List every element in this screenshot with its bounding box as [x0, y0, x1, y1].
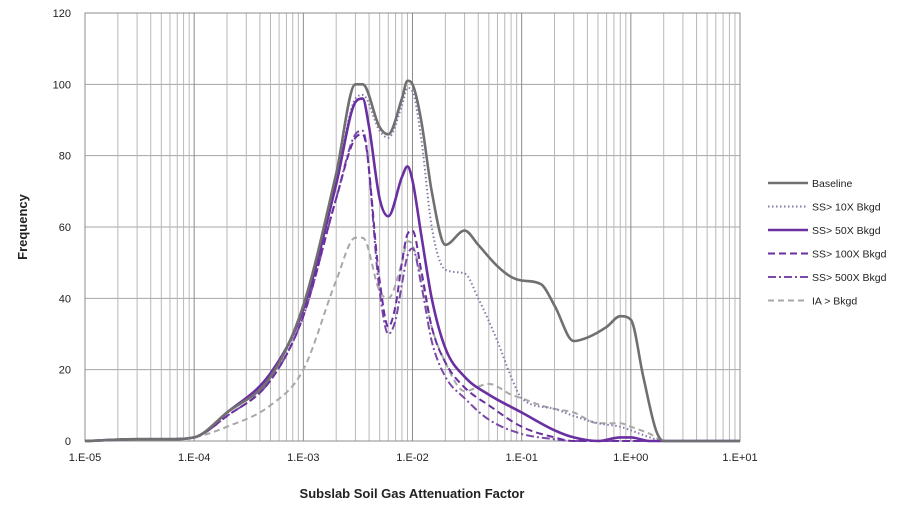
y-axis-title: Frequency	[15, 193, 30, 260]
series-line-3	[84, 97, 740, 443]
series-line-6	[84, 236, 740, 443]
legend-label: Baseline	[812, 178, 852, 190]
legend-label: SS> 50X Bkgd	[812, 225, 881, 237]
y-tick-label: 40	[59, 293, 71, 305]
series-layer	[84, 79, 740, 443]
grid	[84, 12, 740, 442]
y-tick-label: 20	[59, 365, 71, 377]
x-tick-label: 1.E+00	[613, 452, 648, 464]
x-tick-labels: 1.E-05 1.E-04 1.E-03 1.E-02 1.E-01 1.E+00 1.E+…	[69, 452, 758, 464]
x-tick-label: 1.E-04	[178, 452, 210, 464]
legend-label: SS> 10X Bkgd	[812, 202, 881, 214]
y-tick-label: 0	[65, 436, 71, 448]
x-tick-label: 1.E+01	[722, 452, 757, 464]
series-line-1	[84, 79, 740, 443]
legend-label: IA > Bkgd	[812, 296, 857, 308]
x-tick-label: 1.E-01	[505, 452, 537, 464]
x-tick-label: 1.E-05	[69, 452, 101, 464]
series-line-4	[84, 133, 740, 443]
y-tick-label: 60	[59, 222, 71, 234]
x-axis-title: Subslab Soil Gas Attenuation Factor	[300, 486, 525, 501]
legend: Baseline SS> 10X Bkgd SS> 50X Bkgd SS> 100X…	[768, 178, 887, 308]
legend-label: SS> 500X Bkgd	[812, 272, 887, 284]
plot-border	[84, 12, 741, 442]
y-tick-label: 120	[53, 8, 71, 20]
y-tick-label: 80	[59, 151, 71, 163]
y-tick-labels: 0 20 40 60 80 100 120	[53, 8, 71, 448]
x-tick-label: 1.E-02	[396, 452, 428, 464]
y-tick-label: 100	[53, 79, 71, 91]
x-tick-label: 1.E-03	[287, 452, 319, 464]
legend-label: SS> 100X Bkgd	[812, 249, 887, 261]
